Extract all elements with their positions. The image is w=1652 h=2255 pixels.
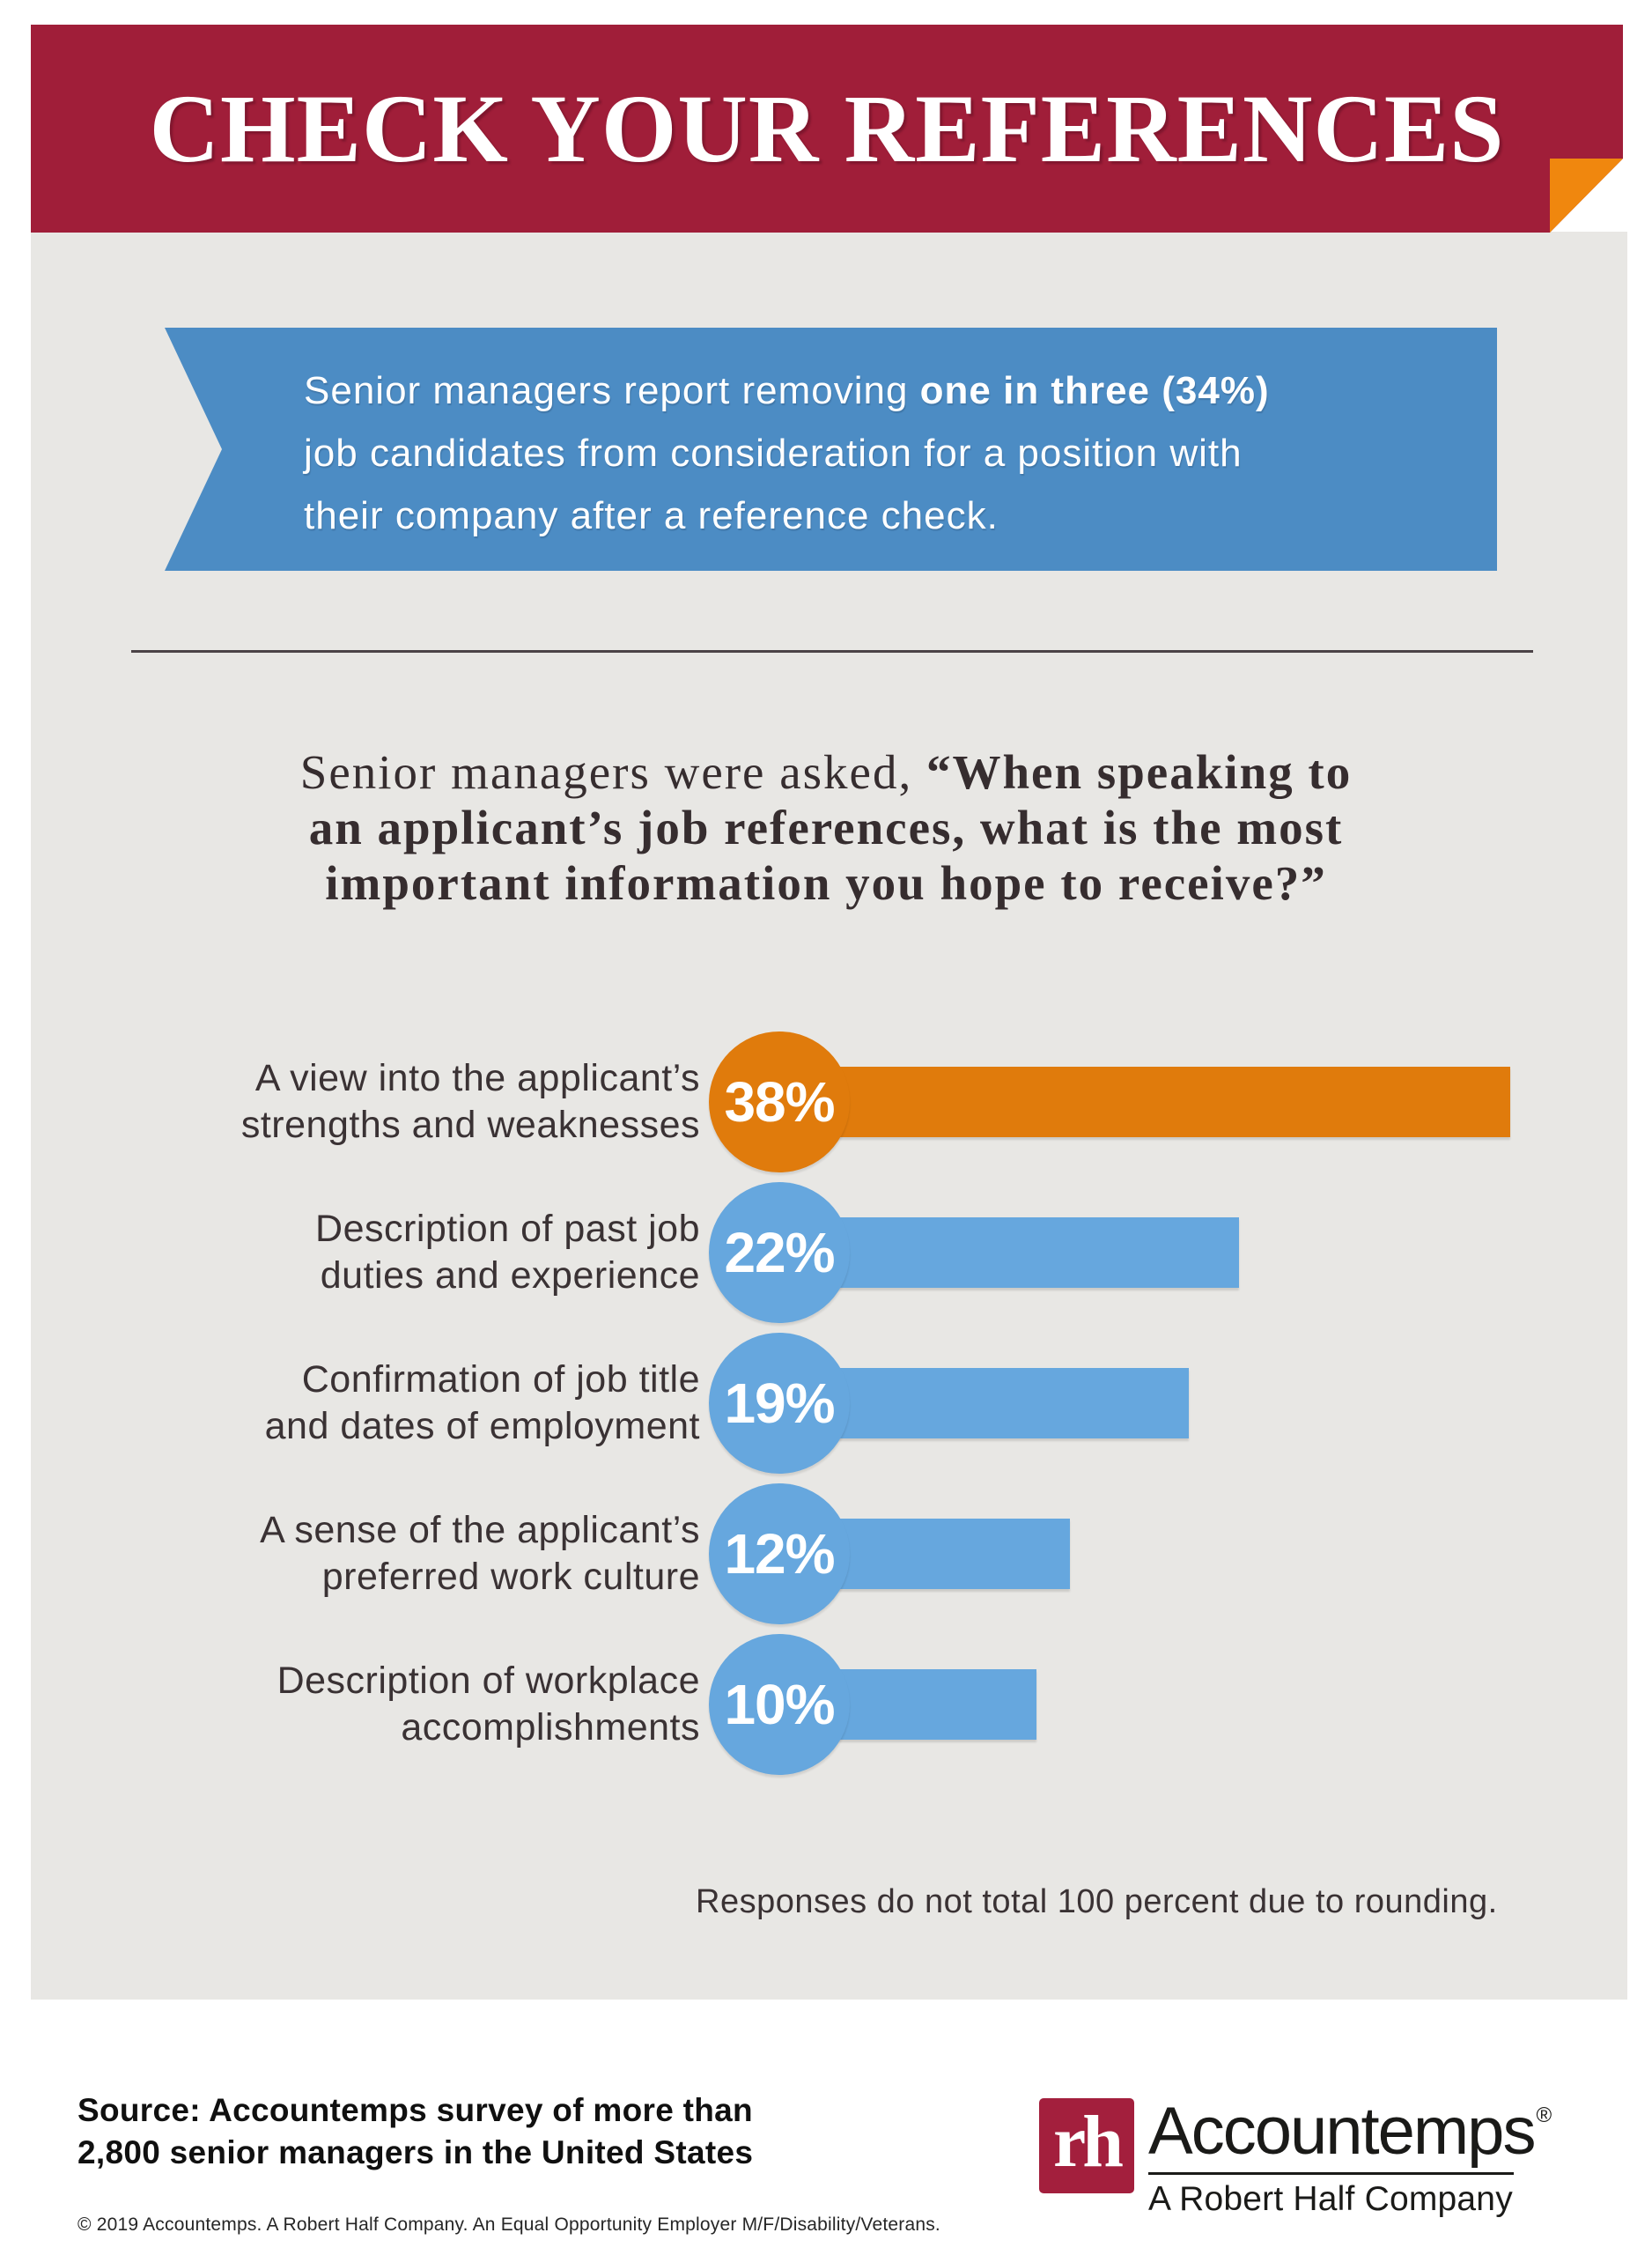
value-label: 38% bbox=[724, 1069, 835, 1134]
question-line-1: Senior managers were asked, “When speaki… bbox=[122, 744, 1530, 800]
value-label: 12% bbox=[724, 1521, 835, 1586]
logo-rule bbox=[1148, 2172, 1514, 2175]
logo-wordmark: Accountemps bbox=[1148, 2094, 1536, 2169]
bar-row-accomplishments: Description of workplace accomplishments… bbox=[31, 1629, 1627, 1779]
source-line-2: 2,800 senior managers in the United Stat… bbox=[77, 2134, 754, 2170]
value-circle: 12% bbox=[709, 1482, 850, 1624]
survey-question: Senior managers were asked, “When speaki… bbox=[122, 744, 1530, 911]
value-label: 10% bbox=[724, 1672, 835, 1736]
bar-label-line-2: and dates of employment bbox=[264, 1404, 700, 1447]
callout-line1-bold: one in three (34%) bbox=[919, 369, 1270, 412]
folded-corner-icon bbox=[1550, 159, 1623, 233]
bar-label-line-2: accomplishments bbox=[401, 1705, 700, 1749]
registered-trademark-icon: ® bbox=[1536, 2103, 1552, 2127]
bar-label: A sense of the applicant’s preferred wor… bbox=[31, 1507, 700, 1601]
callout-line1-regular: Senior managers report removing bbox=[304, 369, 920, 412]
bar-row-work-culture: A sense of the applicant’s preferred wor… bbox=[31, 1478, 1627, 1629]
question-line-2: an applicant’s job references, what is t… bbox=[308, 801, 1344, 854]
bar-row-past-duties: Description of past job duties and exper… bbox=[31, 1177, 1627, 1327]
value-label: 22% bbox=[724, 1220, 835, 1284]
bar-row-strengths-weaknesses: A view into the applicant’s strengths an… bbox=[31, 1026, 1627, 1177]
bar-label-line-2: duties and experience bbox=[320, 1253, 700, 1297]
header-band: CHECK YOUR REFERENCES bbox=[31, 25, 1623, 233]
rh-monogram: rh bbox=[1053, 2100, 1124, 2183]
value-circle: 19% bbox=[709, 1332, 850, 1474]
bar bbox=[779, 1216, 1239, 1288]
value-circle: 38% bbox=[709, 1031, 850, 1172]
callout-line-1: Senior managers report removing one in t… bbox=[304, 359, 1462, 422]
question-line1-regular: Senior managers were asked, bbox=[299, 745, 926, 799]
bar-label-line-2: strengths and weaknesses bbox=[240, 1103, 700, 1146]
copyright-line: © 2019 Accountemps. A Robert Half Compan… bbox=[77, 2214, 940, 2235]
callout-text: Senior managers report removing one in t… bbox=[165, 328, 1497, 547]
page-title: CHECK YOUR REFERENCES bbox=[149, 74, 1505, 182]
bar-label-line-1: A view into the applicant’s bbox=[254, 1056, 700, 1099]
logo-text-block: Accountemps ® A Robert Half Company bbox=[1148, 2098, 1552, 2219]
bar-label-line-1: Confirmation of job title bbox=[301, 1357, 700, 1401]
bar-label: Confirmation of job title and dates of e… bbox=[31, 1357, 700, 1450]
callout-ribbon: Senior managers report removing one in t… bbox=[165, 328, 1497, 571]
bar-row-job-title-dates: Confirmation of job title and dates of e… bbox=[31, 1327, 1627, 1478]
bar-label: Description of workplace accomplishments bbox=[31, 1658, 700, 1751]
bar-label-line-1: A sense of the applicant’s bbox=[260, 1508, 700, 1551]
rh-logo-icon: rh bbox=[1039, 2098, 1134, 2193]
accountemps-logo: rh Accountemps ® A Robert Half Company bbox=[1039, 2098, 1552, 2219]
bar bbox=[779, 1066, 1510, 1137]
source-line-1: Source: Accountemps survey of more than bbox=[77, 2092, 753, 2128]
callout-line-3: their company after a reference check. bbox=[304, 494, 999, 537]
question-line-3: important information you hope to receiv… bbox=[325, 856, 1327, 910]
callout-line-2: job candidates from consideration for a … bbox=[304, 432, 1243, 475]
bar-chart: A view into the applicant’s strengths an… bbox=[31, 1026, 1627, 1779]
bar-label-line-2: preferred work culture bbox=[321, 1555, 700, 1598]
bar-label-line-1: Description of workplace bbox=[277, 1659, 700, 1702]
divider-line bbox=[131, 650, 1533, 653]
bar-label-line-1: Description of past job bbox=[315, 1207, 700, 1250]
value-circle: 22% bbox=[709, 1181, 850, 1323]
logo-wordline: Accountemps ® bbox=[1148, 2098, 1552, 2165]
value-circle: 10% bbox=[709, 1633, 850, 1775]
bar-label: A view into the applicant’s strengths an… bbox=[31, 1055, 700, 1149]
question-line1-bold: “When speaking to bbox=[926, 745, 1353, 799]
rounding-note: Responses do not total 100 percent due t… bbox=[696, 1883, 1498, 1920]
source-attribution: Source: Accountemps survey of more than … bbox=[77, 2089, 753, 2174]
value-label: 19% bbox=[724, 1371, 835, 1435]
bar-label: Description of past job duties and exper… bbox=[31, 1206, 700, 1299]
logo-tagline: A Robert Half Company bbox=[1148, 2180, 1513, 2218]
